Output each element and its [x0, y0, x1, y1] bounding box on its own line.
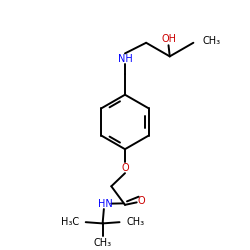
Text: CH₃: CH₃	[126, 217, 144, 227]
Text: OH: OH	[161, 34, 176, 44]
Text: O: O	[121, 163, 129, 173]
Text: H₃C: H₃C	[61, 217, 79, 227]
Text: O: O	[137, 196, 145, 206]
Text: CH₃: CH₃	[94, 238, 112, 248]
Text: CH₃: CH₃	[203, 36, 221, 46]
Text: NH: NH	[118, 54, 132, 64]
Text: HN: HN	[98, 198, 112, 208]
